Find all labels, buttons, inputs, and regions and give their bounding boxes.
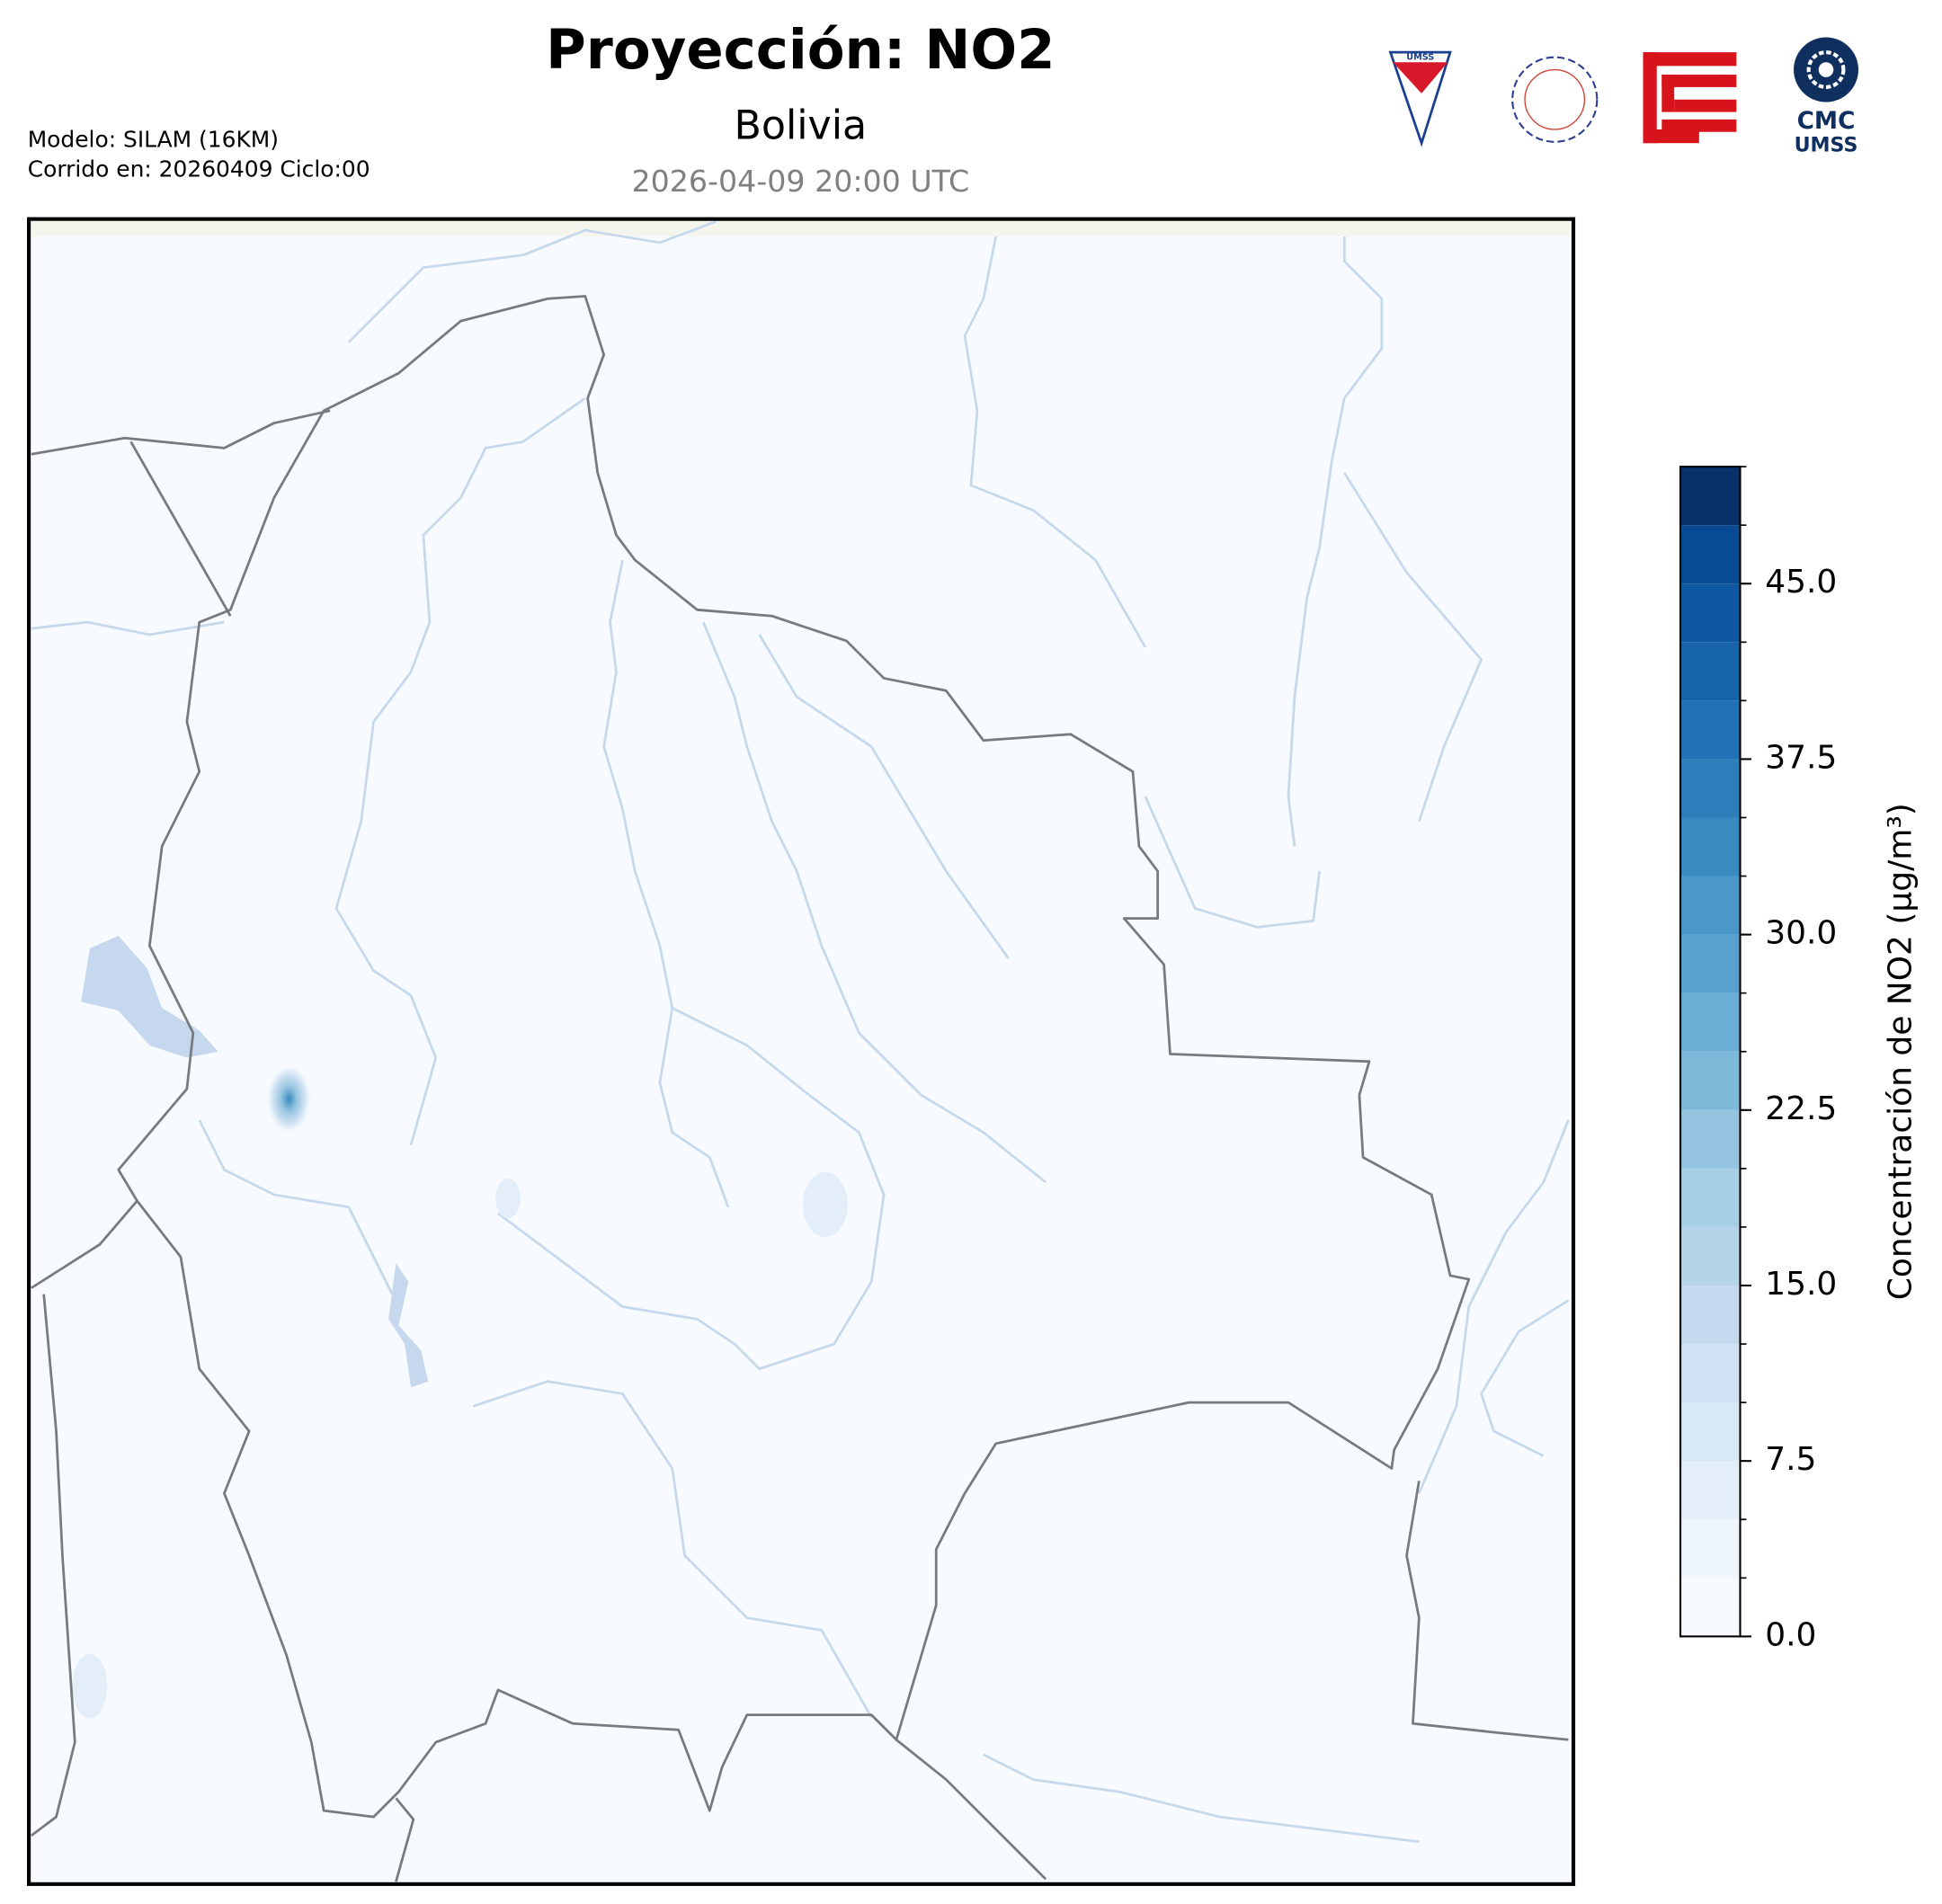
colorbar-band [1680, 700, 1741, 760]
colorbar-frame [1679, 466, 1742, 1638]
no2-patch [495, 1178, 521, 1219]
colorbar-band [1680, 467, 1741, 526]
river [983, 1753, 1420, 1844]
colorbar-band [1680, 1109, 1741, 1169]
colorbar-label: Concentración de NO2 (µg/m³) [1882, 803, 1919, 1300]
colorbar-band [1680, 1285, 1741, 1345]
no2-hotspot [266, 1067, 312, 1138]
river [702, 621, 1047, 1184]
border [129, 440, 232, 617]
borders [31, 295, 1569, 1882]
colorbar-tick-label: 22.5 [1765, 1090, 1837, 1127]
cmc-logo-text: UMSS [1795, 133, 1858, 156]
map [29, 218, 1574, 1884]
cmc-logo-center [1818, 62, 1834, 77]
colorbar-band [1680, 583, 1741, 643]
map-background [29, 218, 1574, 1884]
rivers [31, 220, 1570, 1844]
colorbar-band [1680, 759, 1741, 818]
model-info: Corrido en: 20260409 Ciclo:00 [28, 156, 370, 182]
subtitle: Bolivia [734, 103, 867, 149]
river [1480, 1299, 1570, 1457]
physics-logo-inner [1524, 68, 1586, 130]
colorbar-tick-label: 7.5 [1765, 1441, 1816, 1478]
no2-patch [803, 1172, 848, 1238]
river [334, 396, 586, 1145]
colorbar-band [1680, 1168, 1741, 1227]
map-frame [26, 217, 1576, 1886]
colorbar-band [1680, 817, 1741, 876]
colorbar-band [1680, 876, 1741, 935]
umss-logo-text: UMSS [1406, 53, 1434, 63]
colorbar-band [1680, 525, 1741, 584]
colorbar-band [1680, 1344, 1741, 1403]
colorbar-band [1680, 1051, 1741, 1110]
colorbar: 0.0 7.5 15.0 22.5 30.0 37.5 45.0 [1679, 466, 1837, 1653]
river [602, 559, 730, 1208]
model-info: Modelo: SILAM (16KM) [28, 126, 279, 152]
colorbar-band [1680, 992, 1741, 1052]
cmc-logo-text: CMC [1797, 108, 1856, 135]
no2-patch [72, 1653, 108, 1719]
border [1405, 1481, 1569, 1741]
river [963, 236, 1147, 648]
logos: UMSS CMC UMSS [1388, 37, 1859, 156]
map-edge [29, 218, 1574, 237]
colorbar-band [1680, 1578, 1741, 1637]
border [395, 1797, 415, 1882]
colorbar-tick-label: 15.0 [1765, 1266, 1837, 1303]
lake-poopo [388, 1263, 429, 1388]
colorbar-band [1680, 1461, 1741, 1520]
colorbar-tick-label: 37.5 [1765, 739, 1837, 776]
river [472, 1380, 873, 1719]
river [1287, 236, 1384, 847]
colorbar-tick-label: 45.0 [1765, 564, 1837, 601]
border [31, 1199, 138, 1289]
river [1343, 472, 1483, 823]
border [895, 1739, 1047, 1881]
river [1418, 1119, 1570, 1494]
border [31, 1294, 76, 1837]
title: Proyección: NO2 [546, 18, 1055, 82]
river [347, 220, 717, 343]
river [31, 620, 225, 636]
river [497, 1007, 886, 1371]
colorbar-tick-label: 30.0 [1765, 915, 1837, 952]
umss-logo-band [1393, 62, 1448, 93]
colorbar-band [1680, 934, 1741, 993]
border [31, 409, 331, 456]
cmc-logo-gear [1806, 50, 1846, 89]
colorbar-tick-label: 0.0 [1765, 1616, 1816, 1653]
river [758, 634, 1010, 959]
colorbar-band [1680, 1402, 1741, 1462]
colorbar-band [1680, 642, 1741, 701]
datetime: 2026-04-09 20:00 UTC [631, 164, 969, 199]
red-logo [1643, 52, 1737, 144]
colorbar-band [1680, 1226, 1741, 1286]
lake-titicaca [81, 936, 218, 1058]
river [198, 1119, 400, 1308]
colorbar-band [1680, 1519, 1741, 1579]
river [1144, 796, 1321, 929]
